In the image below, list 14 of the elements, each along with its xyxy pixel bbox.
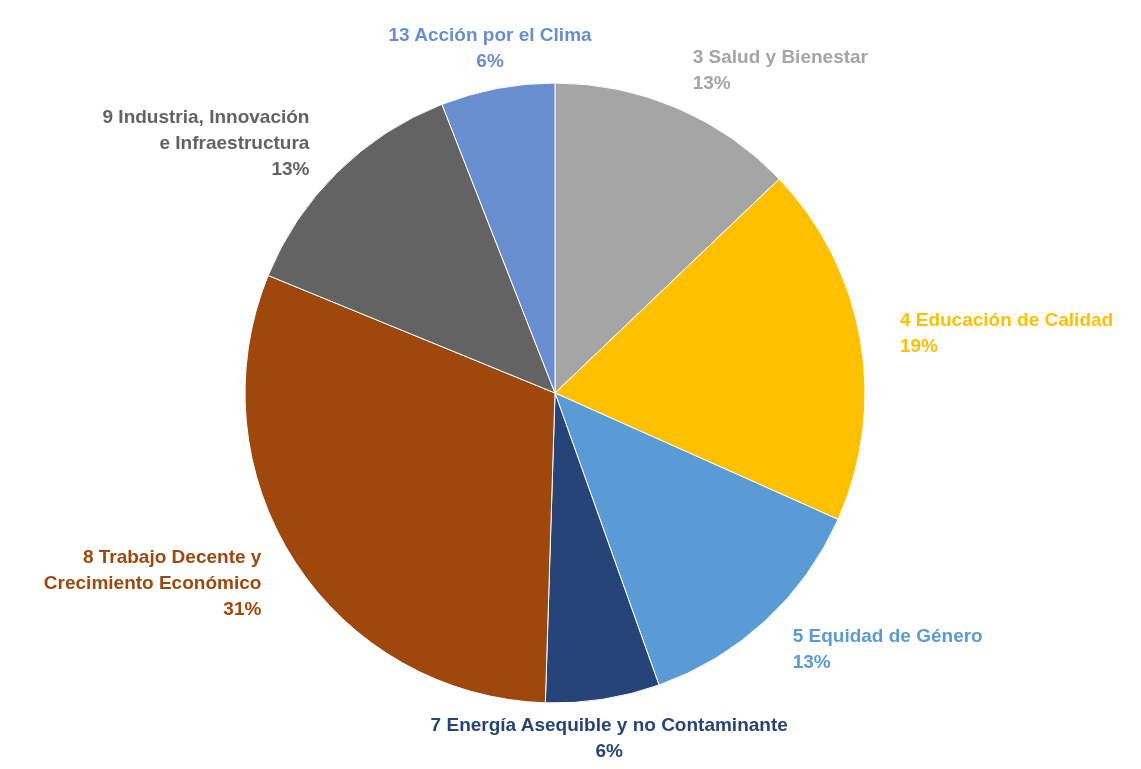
data-label: 6% (476, 50, 504, 72)
slice-label: 5 Equidad de Género (792, 625, 983, 647)
slice-label: 3 Salud y Bienestar (692, 46, 869, 68)
data-label: 13% (792, 651, 831, 673)
data-label: 19% (899, 334, 939, 356)
data-label: 13% (692, 72, 731, 94)
data-label: 13% (271, 157, 310, 179)
data-label: 31% (223, 597, 262, 619)
slice-label: 7 Energía Asequible y no Contaminante (430, 714, 788, 736)
slice-label: 8 Trabajo Decente y Crecimiento Económico (43, 545, 262, 593)
slice-label: 13 Acción por el Clima (388, 24, 593, 46)
slice-label: 4 Educación de Calidad (899, 308, 1114, 330)
data-label: 6% (595, 740, 624, 762)
slice-label: 9 Industria, Innovación e Infraestructura (102, 105, 310, 153)
